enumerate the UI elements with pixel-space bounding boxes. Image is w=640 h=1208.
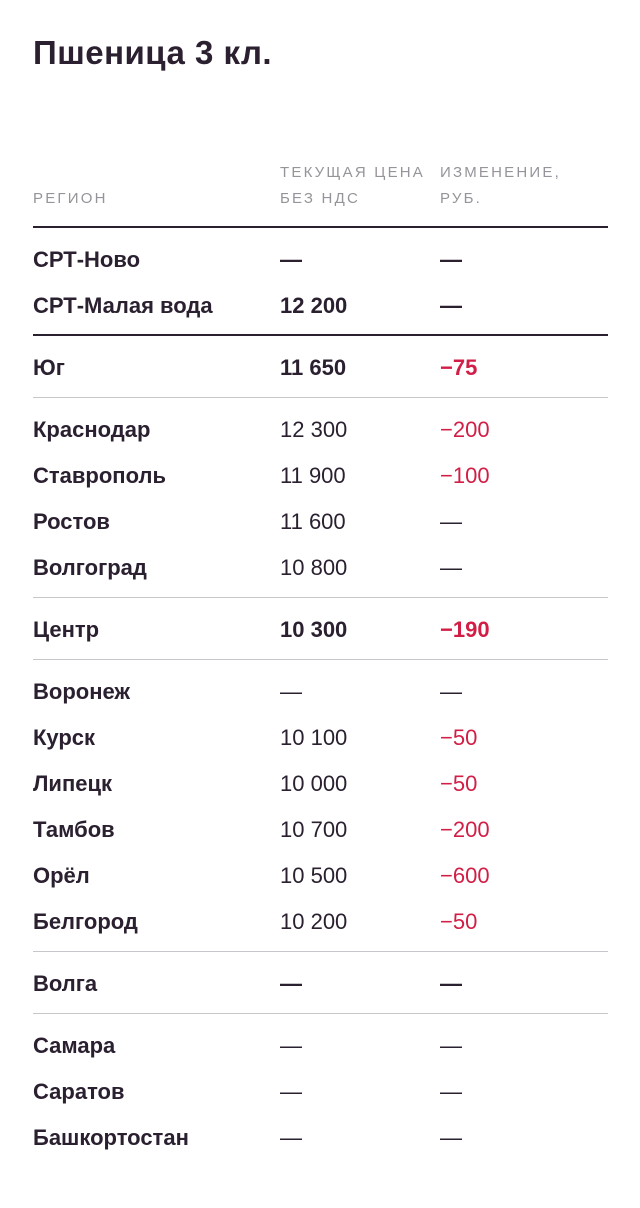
region-cell: Краснодар <box>33 417 151 442</box>
table-row: Липецк 10 000 −50 <box>33 769 608 799</box>
price-cell: 10 100 <box>280 725 348 750</box>
change-cell: −50 <box>440 909 478 934</box>
region-cell: Воронеж <box>33 679 131 704</box>
table-row: Центр 10 300 −190 <box>33 615 608 645</box>
change-cell: — <box>440 247 462 272</box>
change-cell: — <box>440 679 462 704</box>
price-cell: 10 000 <box>280 771 348 796</box>
region-cell: Волга <box>33 971 98 996</box>
region-cell: Ростов <box>33 509 110 534</box>
region-cell: Курск <box>33 725 96 750</box>
table-row: Белгород 10 200 −50 <box>33 907 608 937</box>
row-divider <box>33 659 608 660</box>
table-row: Саратов — — <box>33 1077 608 1107</box>
table-row: Орёл 10 500 −600 <box>33 861 608 891</box>
price-cell: — <box>280 679 302 704</box>
table-row: Ставрополь 11 900 −100 <box>33 461 608 491</box>
change-cell: — <box>440 1033 462 1058</box>
change-cell: — <box>440 1079 462 1104</box>
price-cell: 10 200 <box>280 909 348 934</box>
change-cell: — <box>440 971 462 996</box>
region-cell: Волгоград <box>33 555 147 580</box>
header-change: ИЗМЕНЕНИЕ, РУБ. <box>440 164 561 207</box>
table-row: СРТ-Ново — — <box>33 245 608 275</box>
header-divider <box>33 226 608 228</box>
change-cell: −100 <box>440 463 490 488</box>
region-cell: Тамбов <box>33 817 115 842</box>
table-row: Ростов 11 600 — <box>33 507 608 537</box>
price-cell: — <box>280 1033 302 1058</box>
price-cell: — <box>280 971 302 996</box>
row-divider <box>33 951 608 952</box>
change-cell: −75 <box>440 355 478 380</box>
region-cell: СРТ-Малая вода <box>33 293 213 318</box>
change-cell: — <box>440 555 462 580</box>
region-cell: Белгород <box>33 909 138 934</box>
change-cell: −50 <box>440 771 478 796</box>
row-divider <box>33 1013 608 1014</box>
table-row: Воронеж — — <box>33 677 608 707</box>
price-cell: 10 800 <box>280 555 348 580</box>
table-row: Юг 11 650 −75 <box>33 353 608 383</box>
table-row: Волгоград 10 800 — <box>33 553 608 583</box>
change-cell: −200 <box>440 817 490 842</box>
region-cell: Саратов <box>33 1079 125 1104</box>
row-divider <box>33 397 608 398</box>
table-header: РЕГИОН ТЕКУЩАЯ ЦЕНА БЕЗ НДС ИЗМЕНЕНИЕ, Р… <box>33 124 608 212</box>
region-cell: Юг <box>33 355 65 380</box>
price-cell: 12 300 <box>280 417 348 442</box>
row-divider <box>33 334 608 336</box>
price-cell: 11 900 <box>280 463 346 488</box>
change-cell: — <box>440 509 462 534</box>
region-cell: Центр <box>33 617 100 642</box>
table-row: Башкортостан — — <box>33 1123 608 1153</box>
change-cell: −50 <box>440 725 478 750</box>
table-row: Краснодар 12 300 −200 <box>33 415 608 445</box>
change-cell: −200 <box>440 417 490 442</box>
region-cell: Ставрополь <box>33 463 166 488</box>
price-cell: — <box>280 1125 302 1150</box>
price-cell: 10 500 <box>280 863 348 888</box>
table-row: Курск 10 100 −50 <box>33 723 608 753</box>
price-cell: — <box>280 1079 302 1104</box>
change-cell: — <box>440 293 462 318</box>
region-cell: СРТ-Ново <box>33 247 141 272</box>
region-cell: Башкортостан <box>33 1125 189 1150</box>
table-row: СРТ-Малая вода 12 200 — <box>33 291 608 321</box>
price-cell: 11 600 <box>280 509 346 534</box>
change-cell: −600 <box>440 863 490 888</box>
price-cell: 12 200 <box>280 293 348 318</box>
price-cell: 10 700 <box>280 817 348 842</box>
table-row: Самара — — <box>33 1031 608 1061</box>
page-title: Пшеница 3 кл. <box>33 34 273 71</box>
region-cell: Самара <box>33 1033 116 1058</box>
region-cell: Липецк <box>33 771 113 796</box>
price-cell: — <box>280 247 302 272</box>
table-row: Волга — — <box>33 969 608 999</box>
table-row: Тамбов 10 700 −200 <box>33 815 608 845</box>
change-cell: −190 <box>440 617 490 642</box>
header-price: ТЕКУЩАЯ ЦЕНА БЕЗ НДС <box>280 164 426 207</box>
price-cell: 10 300 <box>280 617 348 642</box>
change-cell: — <box>440 1125 462 1150</box>
header-region: РЕГИОН <box>33 190 108 207</box>
region-cell: Орёл <box>33 863 90 888</box>
row-divider <box>33 597 608 598</box>
price-cell: 11 650 <box>280 355 347 380</box>
